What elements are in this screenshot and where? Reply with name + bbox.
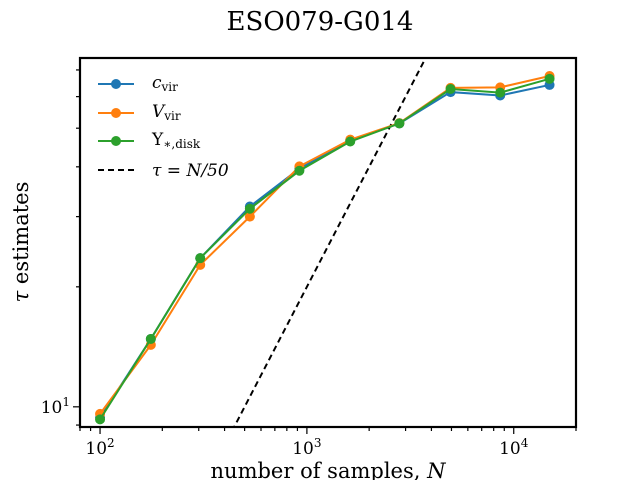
x-tick-label: 103 (292, 436, 321, 459)
data-point-upsilon-disk (445, 84, 456, 95)
data-point-upsilon-disk (495, 87, 506, 98)
x-tick-label: 102 (85, 436, 114, 459)
y-axis-label-var: τ (9, 290, 33, 302)
svg-text:Vvir: Vvir (152, 102, 181, 123)
data-point-upsilon-disk (544, 73, 555, 84)
x-tick-label: 104 (499, 436, 529, 459)
data-point-upsilon-disk (195, 253, 206, 264)
data-point-v-vir (244, 211, 255, 222)
legend-entry-c-vir: cvir (98, 73, 178, 94)
series-line-tau-reference (233, 58, 427, 427)
legend-entry-upsilon: Υ∗,disk (98, 130, 201, 151)
data-point-upsilon-disk (345, 136, 356, 147)
plot-area (95, 58, 555, 427)
ticks: 102 103 104 101 (41, 69, 577, 459)
y-axis-label-text: estimates (9, 182, 33, 291)
series-line-v-vir (99, 75, 550, 415)
x-axis-label-var: N (426, 459, 446, 480)
data-point-upsilon-disk (394, 118, 405, 129)
axes-frame (78, 56, 578, 429)
data-point-upsilon-disk (95, 414, 106, 425)
chart-title: ESO079-G014 (227, 7, 414, 37)
data-point-upsilon-disk (294, 165, 305, 176)
series-line-upsilon-disk (99, 77, 550, 420)
y-tick-label: 101 (41, 395, 70, 418)
x-axis-label: number of samples, N (211, 459, 447, 480)
x-axis-label-text: number of samples, (211, 459, 428, 480)
svg-text:τ = N/50: τ = N/50 (152, 161, 229, 181)
data-point-upsilon-disk (244, 203, 255, 214)
legend-entry-tau: τ = N/50 (98, 161, 229, 181)
legend-entry-v-vir: Vvir (98, 102, 181, 123)
svg-text:Υ∗,disk: Υ∗,disk (151, 130, 201, 151)
svg-text:cvir: cvir (152, 73, 178, 94)
data-point-upsilon-disk (145, 333, 156, 344)
legend: cvir Vvir Υ∗,disk τ = N/50 (98, 73, 229, 181)
y-axis-label: τ estimates (9, 182, 33, 303)
